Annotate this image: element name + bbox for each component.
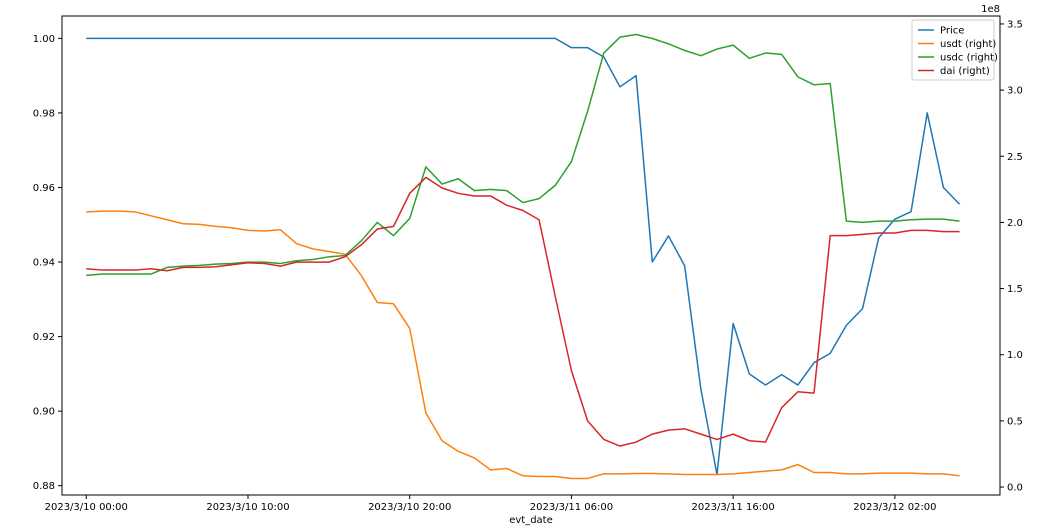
x-tick-label: 2023/3/11 16:00 bbox=[692, 502, 775, 513]
right-y-tick-label: 3.0 bbox=[1007, 86, 1023, 97]
plot-frame bbox=[61, 15, 1001, 496]
x-axis-label: evt_date bbox=[509, 515, 553, 526]
x-tick-label: 2023/3/10 00:00 bbox=[45, 502, 128, 513]
x-axis: 2023/3/10 00:00 2023/3/10 10:00 2023/3/10 … bbox=[45, 495, 937, 513]
series-line-usdt bbox=[86, 210, 960, 480]
left-y-tick-label: 1.00 bbox=[33, 34, 55, 45]
right-y-tick-label: 1.0 bbox=[1007, 350, 1023, 361]
legend-box bbox=[911, 19, 995, 81]
x-tick-label: 2023/3/12 02:00 bbox=[853, 502, 936, 513]
right-y-tick-label: 2.5 bbox=[1007, 152, 1023, 163]
x-tick-label: 2023/3/11 06:00 bbox=[530, 502, 613, 513]
right-y-tick-label: 0.0 bbox=[1007, 483, 1023, 494]
right-axis-offset-label: 1e8 bbox=[981, 4, 1000, 15]
left-y-tick-label: 0.88 bbox=[33, 481, 55, 492]
legend: Price usdt (right) usdc (right) dai (right) bbox=[911, 19, 998, 81]
left-y-tick-label: 0.90 bbox=[33, 407, 55, 418]
right-y-axis: 0.0 0.5 1.0 1.5 2.0 2.5 3.0 3.5 bbox=[1000, 19, 1023, 494]
right-y-tick-label: 1.5 bbox=[1007, 284, 1023, 295]
legend-label: usdc (right) bbox=[940, 53, 998, 64]
legend-label: dai (right) bbox=[940, 66, 990, 77]
left-y-tick-label: 0.94 bbox=[33, 258, 55, 269]
legend-label: usdt (right) bbox=[940, 39, 996, 50]
series-line-dai bbox=[86, 176, 960, 447]
left-y-tick-label: 0.98 bbox=[33, 108, 55, 119]
right-y-tick-label: 2.0 bbox=[1007, 218, 1023, 229]
left-y-tick-label: 0.96 bbox=[33, 183, 55, 194]
series-lines bbox=[86, 33, 961, 480]
series-line-usdc bbox=[86, 33, 960, 277]
x-tick-label: 2023/3/10 20:00 bbox=[368, 502, 451, 513]
left-y-tick-label: 0.92 bbox=[33, 332, 55, 343]
right-y-tick-label: 0.5 bbox=[1007, 416, 1023, 427]
series-line-price bbox=[86, 37, 961, 476]
x-tick-label: 2023/3/10 10:00 bbox=[206, 502, 289, 513]
legend-label: Price bbox=[940, 26, 964, 37]
right-y-tick-label: 3.5 bbox=[1007, 19, 1023, 30]
left-y-axis: 0.88 0.90 0.92 0.94 0.96 0.98 1.00 bbox=[33, 34, 62, 492]
